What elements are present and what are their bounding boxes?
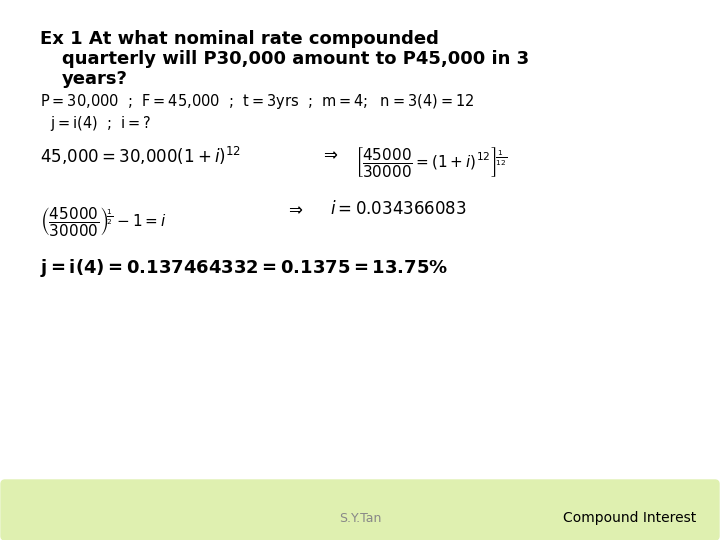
Text: years?: years?	[62, 70, 128, 88]
Text: Ex 1 At what nominal rate compounded: Ex 1 At what nominal rate compounded	[40, 30, 439, 48]
Text: $\mathrm{P = 30{,}000}$  ;  $\mathrm{F = 45{,}000}$  ;  $\mathrm{t = 3yrs}$  ;  : $\mathrm{P = 30{,}000}$ ; $\mathrm{F = 4…	[40, 92, 474, 111]
FancyBboxPatch shape	[1, 480, 719, 540]
Text: quarterly will P30,000 amount to P45,000 in 3: quarterly will P30,000 amount to P45,000…	[62, 50, 529, 68]
Text: $\left[\dfrac{45000}{30000} = (1+i)^{12}\right]^{\!\frac{1}{12}}$: $\left[\dfrac{45000}{30000} = (1+i)^{12}…	[355, 145, 508, 179]
Text: S.Y.Tan: S.Y.Tan	[339, 511, 381, 524]
Text: $\mathbf{j = i(4) = 0.137464332 = 0.1375 = 13.75\%}$: $\mathbf{j = i(4) = 0.137464332 = 0.1375…	[40, 257, 449, 279]
Text: $45{,}000 = 30{,}000(1+i)^{12}$: $45{,}000 = 30{,}000(1+i)^{12}$	[40, 145, 241, 167]
Text: Compound Interest: Compound Interest	[563, 511, 697, 525]
Text: $\Rightarrow$: $\Rightarrow$	[320, 145, 338, 163]
Text: $i = 0.034366083$: $i = 0.034366083$	[330, 200, 467, 218]
Text: $\Rightarrow$: $\Rightarrow$	[285, 200, 303, 218]
Text: $\mathrm{j = i(4)}$  ;  $\mathrm{i = ?}$: $\mathrm{j = i(4)}$ ; $\mathrm{i = ?}$	[50, 114, 151, 133]
Text: $\left(\dfrac{45000}{30000}\right)^{\!\frac{1}{2}} - 1 = i$: $\left(\dfrac{45000}{30000}\right)^{\!\f…	[40, 205, 167, 238]
